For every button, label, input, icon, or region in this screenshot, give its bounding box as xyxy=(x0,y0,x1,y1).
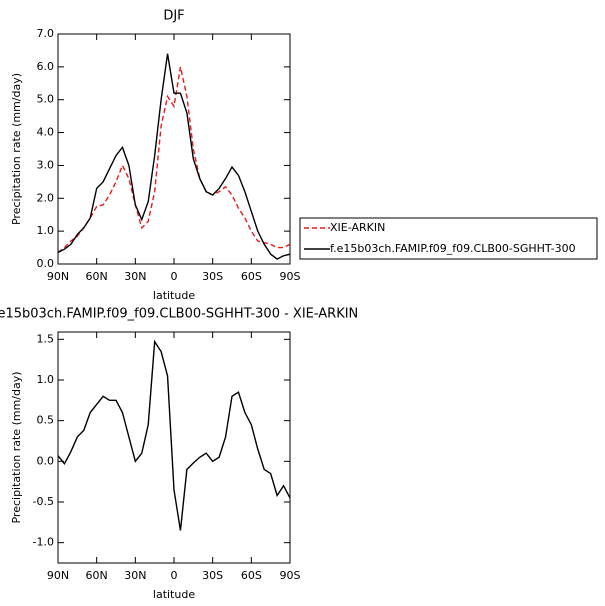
y-tick-label: 0.0 xyxy=(37,454,55,467)
legend-box xyxy=(299,217,598,260)
x-tick-label: 30N xyxy=(124,270,146,283)
y-axis-label: Precipitation rate (mm/day) xyxy=(10,371,23,523)
series-line xyxy=(57,66,291,254)
legend-label: f.e15b03ch.FAMIP.f09_f09.CLB00-SGHHT-300 xyxy=(330,242,576,255)
x-tick-label: 90N xyxy=(47,569,69,582)
y-tick-label: 3.0 xyxy=(37,158,55,171)
y-tick-label: -1.0 xyxy=(33,536,54,549)
series-line xyxy=(57,339,291,531)
x-axis-label: latitude xyxy=(153,289,195,302)
x-tick-label: 30S xyxy=(202,270,223,283)
y-tick-label: 6.0 xyxy=(37,60,55,73)
x-tick-label: 90N xyxy=(47,270,69,283)
x-tick-label: 60S xyxy=(241,569,262,582)
x-tick-label: 30N xyxy=(124,569,146,582)
x-axis-label: latitude xyxy=(153,588,195,601)
x-tick-label: 60N xyxy=(86,569,108,582)
x-tick-label: 0 xyxy=(171,270,178,283)
plot-frame xyxy=(57,33,291,265)
y-axis-label: Precipitation rate (mm/day) xyxy=(10,73,23,225)
y-tick-label: 0.0 xyxy=(37,257,55,270)
y-tick-label: -0.5 xyxy=(33,495,54,508)
x-tick-label: 60N xyxy=(86,270,108,283)
legend-label: XIE-ARKIN xyxy=(330,221,385,234)
plot-frame xyxy=(57,331,291,564)
chart-title: DJF xyxy=(163,9,184,24)
y-tick-label: 7.0 xyxy=(37,27,55,40)
x-tick-label: 90S xyxy=(280,569,301,582)
chart-title: f.e15b03ch.FAMIP.f09_f09.CLB00-SGHHT-300… xyxy=(0,307,358,322)
x-tick-label: 30S xyxy=(202,569,223,582)
y-tick-label: 1.5 xyxy=(37,332,55,345)
y-tick-label: 2.0 xyxy=(37,191,55,204)
series-line xyxy=(57,53,291,260)
y-tick-label: 5.0 xyxy=(37,93,55,106)
y-tick-label: 1.0 xyxy=(37,224,55,237)
x-tick-label: 60S xyxy=(241,270,262,283)
y-tick-label: 1.0 xyxy=(37,373,55,386)
x-tick-label: 0 xyxy=(171,569,178,582)
y-tick-label: 0.5 xyxy=(37,414,55,427)
x-tick-label: 90S xyxy=(280,270,301,283)
y-tick-label: 4.0 xyxy=(37,126,55,139)
